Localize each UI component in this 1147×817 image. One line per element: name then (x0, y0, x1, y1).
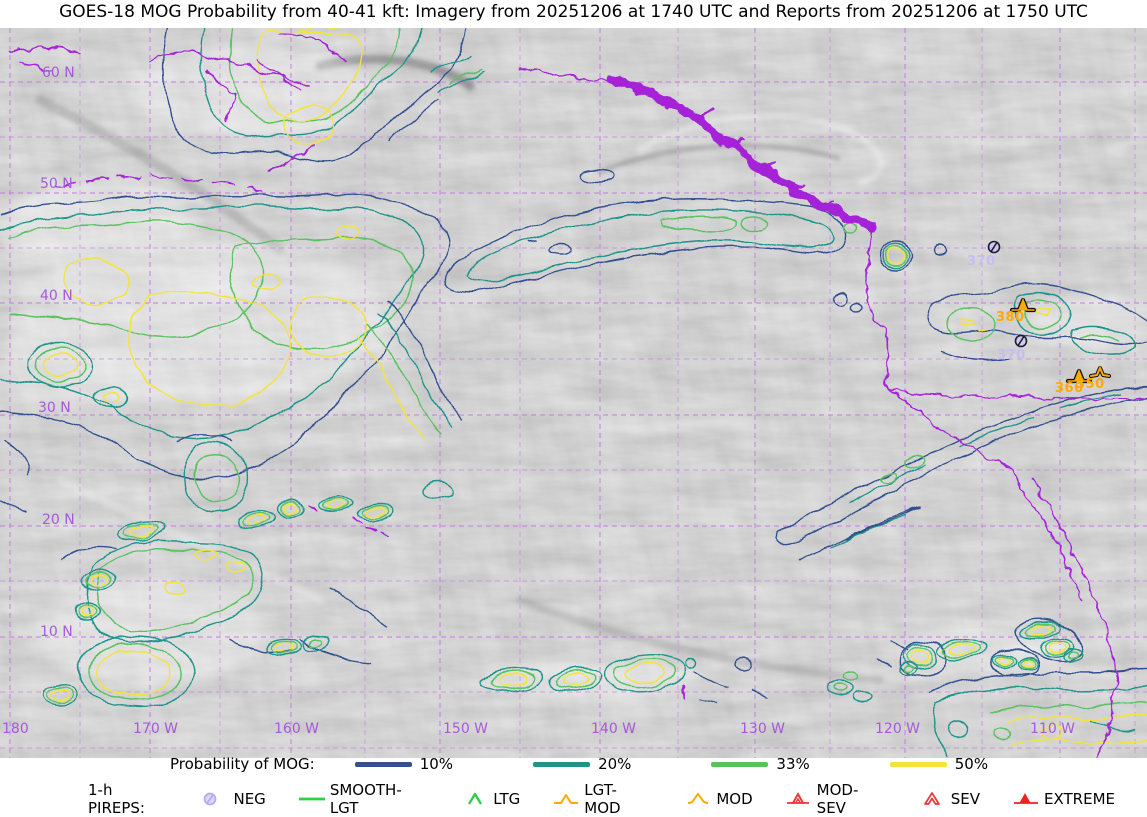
probability-legend-item: 50% (889, 755, 989, 773)
lgt-mod-pirep-icon (552, 791, 580, 807)
pirep-flight-level-label: 370 (967, 254, 996, 269)
contour-color-line-icon (354, 761, 412, 767)
geo-label: 40 N (40, 288, 73, 304)
pirep-legend-label: SMOOTH-LGT (329, 781, 402, 817)
pirep-flight-level-label: 380 (996, 310, 1025, 325)
sev-pirep-icon (919, 791, 947, 807)
pirep-marker: 360 (1055, 368, 1093, 396)
hawaiian-islands (309, 505, 389, 534)
pirep-legend-label: MOD-SEV (816, 781, 859, 817)
contour-color-line-icon (711, 761, 769, 767)
smooth-lgt-pirep-icon (298, 791, 326, 807)
geo-label: 170 W (133, 721, 178, 737)
pirep-legend-item: MOD (684, 790, 753, 808)
pirep-legend-item: NEG (201, 790, 266, 808)
pirep-marker: 380 (996, 297, 1037, 325)
geo-label: 20 N (42, 512, 75, 528)
baja-peninsula (1009, 469, 1085, 603)
pirep-legend-item: SMOOTH-LGT (298, 781, 429, 817)
mod-pirep-icon (684, 791, 712, 807)
geo-label: 30 N (38, 400, 71, 416)
pirep-legend-label: LGT-MOD (584, 781, 621, 817)
pirep-flight-level-label: 350 (1076, 377, 1105, 392)
pirep-marker: 350 (1076, 365, 1111, 392)
probability-legend-item: 20% (533, 755, 631, 773)
pirep-legend-label: SEV (950, 790, 981, 808)
mog-probability-contours (0, 28, 1147, 758)
pirep-legend-item: LGT-MOD (552, 781, 652, 817)
extreme-pirep-icon (1012, 791, 1040, 807)
geo-label: 150 W (443, 721, 488, 737)
probability-legend-item: 10% (354, 755, 454, 773)
geo-label: 60 N (42, 65, 75, 81)
pirep-legend-item: EXTREME (1012, 790, 1115, 808)
pirep-legend-item: LTG (461, 790, 520, 808)
geo-label: 50 N (40, 176, 73, 192)
geo-label: 180 (2, 721, 29, 737)
pirep-legend-label: NEG (233, 790, 266, 808)
pirep-marker: 370 (967, 240, 1001, 269)
geo-label: 140 W (591, 721, 636, 737)
probability-legend-title: Probability of MOG: (170, 755, 315, 773)
probability-legend-label: 20% (598, 755, 632, 773)
probability-legend-label: 50% (954, 755, 989, 773)
cloud-swirls (27, 55, 1140, 684)
ltg-pirep-icon (461, 791, 489, 807)
geo-label: 110 W (1030, 721, 1075, 737)
pirep-flight-level-label: 360 (1055, 381, 1084, 396)
contour-color-line-icon (533, 761, 591, 767)
geo-labels: 60 N 50 N 40 N 30 N 20 N 10 N 180 170 W 160 W 150… (2, 65, 1075, 737)
geo-label: 10 N (40, 624, 73, 640)
us-mexico-border (887, 391, 1147, 400)
pireps-legend: 1-h PIREPS: NEG SMOOTH-LGT LTG LGT-MOD MOD MO… (88, 781, 1147, 817)
probability-legend: Probability of MOG: 10% 20% 33% 50% (170, 755, 1147, 773)
pirep-legend-label: MOD (716, 790, 753, 808)
mod-pirep-icon (1090, 365, 1110, 377)
pirep-legend-item: MOD-SEV (785, 781, 887, 817)
pireps-legend-title: 1-h PIREPS: (88, 781, 145, 817)
southeast-alaska-coast (607, 75, 877, 233)
west-coast (865, 227, 889, 393)
latlon-grid (0, 28, 1147, 758)
probability-legend-item: 33% (711, 755, 810, 773)
pirep-marker: 370 (997, 334, 1028, 363)
geo-label: 130 W (740, 721, 785, 737)
contour-color-line-icon (889, 761, 947, 767)
mexico-mainland-coast (1031, 479, 1117, 757)
aleutian-islands (54, 145, 315, 191)
pirep-legend-label: EXTREME (1044, 790, 1116, 808)
neg-pirep-icon (201, 791, 229, 807)
coastlines (9, 31, 1147, 757)
pirep-legend-item: SEV (919, 790, 980, 808)
probability-legend-label: 10% (419, 755, 454, 773)
mod-sev-pirep-icon (785, 791, 813, 807)
pirep-legend-label: LTG (493, 790, 521, 808)
probability-legend-label: 33% (776, 755, 810, 773)
geo-label: 120 W (875, 721, 920, 737)
geo-label: 160 W (274, 721, 319, 737)
page-title: GOES-18 MOG Probability from 40-41 kft: … (59, 2, 1088, 22)
pirep-flight-level-label: 370 (997, 348, 1026, 363)
